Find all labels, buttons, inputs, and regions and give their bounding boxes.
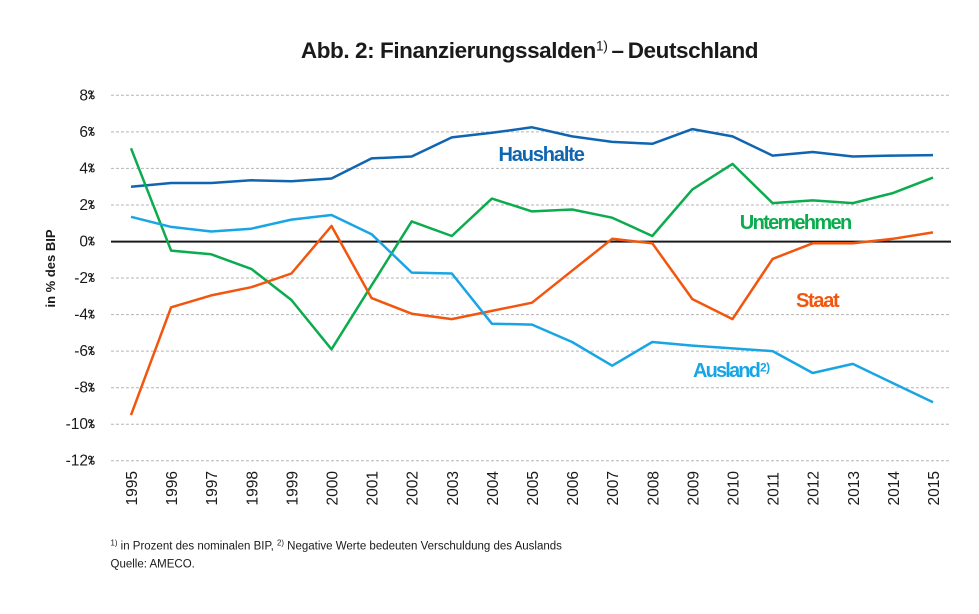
svg-text:2005: 2005 — [525, 471, 542, 505]
svg-text:2000: 2000 — [325, 471, 342, 506]
svg-text:2012: 2012 — [806, 471, 823, 505]
svg-text:Abb. 2: Finanzierungssalden1): Abb. 2: Finanzierungssalden1) – Deutschl… — [301, 37, 758, 63]
svg-text:2014: 2014 — [886, 471, 903, 506]
svg-text:-12: -12 — [66, 453, 88, 470]
svg-text:-2: -2 — [74, 270, 88, 287]
svg-text:2008: 2008 — [645, 471, 662, 505]
svg-text:-10: -10 — [66, 416, 89, 433]
svg-text:2002: 2002 — [405, 471, 422, 505]
svg-text:2009: 2009 — [685, 471, 702, 505]
svg-text:2001: 2001 — [365, 471, 382, 505]
svg-text:Quelle: AMECO.: Quelle: AMECO. — [111, 559, 195, 571]
svg-text:1995: 1995 — [124, 471, 141, 505]
svg-text:1) in Prozent des nominalen BI: 1) in Prozent des nominalen BIP, 2) Nega… — [111, 539, 563, 553]
svg-text:0: 0 — [79, 234, 88, 251]
svg-text:Ausland2): Ausland2) — [693, 360, 770, 382]
svg-text:-8: -8 — [74, 380, 88, 397]
svg-text:Staat: Staat — [796, 290, 840, 312]
svg-text:2011: 2011 — [766, 472, 783, 505]
svg-text:2: 2 — [79, 197, 88, 214]
svg-text:2015: 2015 — [926, 471, 943, 505]
svg-text:in % des BIP: in % des BIP — [43, 229, 58, 307]
svg-text:1998: 1998 — [244, 471, 261, 505]
svg-text:1996: 1996 — [164, 471, 181, 505]
svg-text:Unternehmen: Unternehmen — [740, 212, 851, 234]
svg-text:1999: 1999 — [284, 471, 301, 505]
svg-text:8: 8 — [79, 87, 88, 104]
svg-text:2010: 2010 — [726, 471, 743, 506]
svg-text:4: 4 — [79, 160, 88, 177]
svg-text:2004: 2004 — [485, 471, 502, 506]
svg-text:Haushalte: Haushalte — [499, 144, 585, 166]
svg-text:-4: -4 — [74, 307, 88, 324]
svg-text:2003: 2003 — [445, 471, 462, 505]
svg-text:2006: 2006 — [565, 471, 582, 505]
svg-text:1997: 1997 — [204, 471, 221, 505]
svg-text:2007: 2007 — [605, 471, 622, 505]
svg-text:6: 6 — [79, 124, 88, 141]
svg-text:-6: -6 — [74, 343, 88, 360]
svg-text:2013: 2013 — [846, 471, 863, 505]
